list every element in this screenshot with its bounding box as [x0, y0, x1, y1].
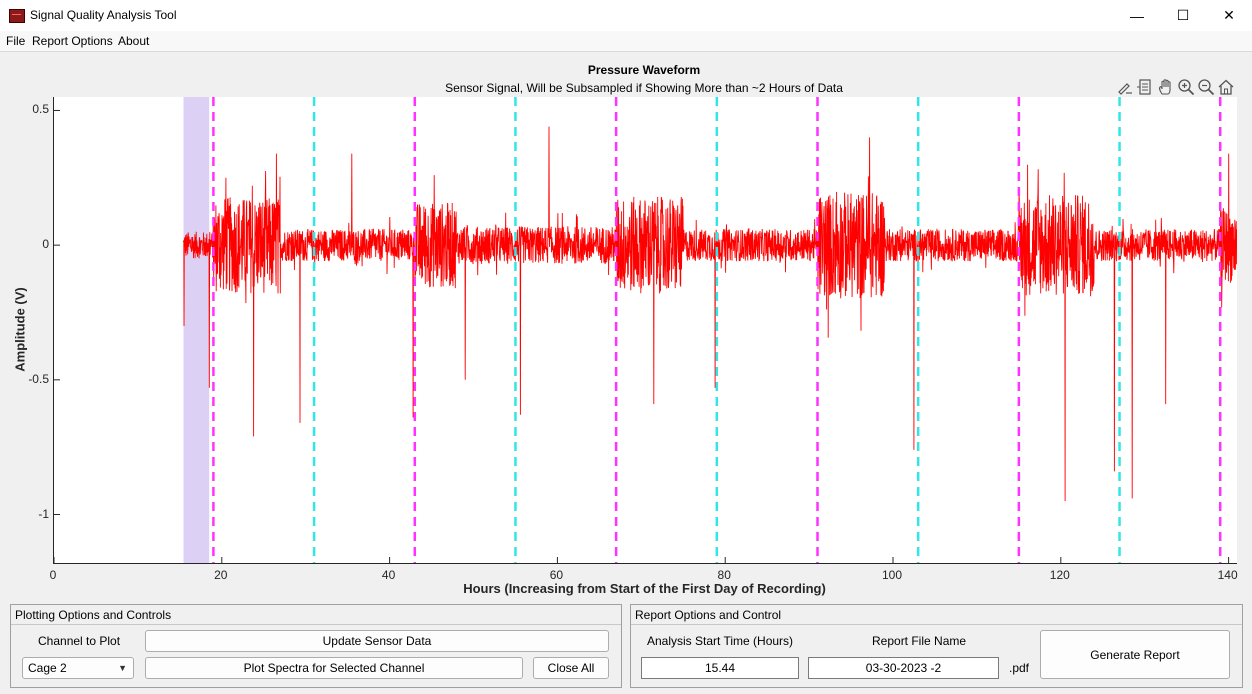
generate-report-button[interactable]: Generate Report: [1040, 630, 1230, 679]
x-tick-label: 120: [1049, 568, 1070, 582]
home-icon[interactable]: [1217, 78, 1235, 96]
y-axis-label: Amplitude (V): [12, 287, 28, 372]
waveform-plot: [54, 97, 1237, 563]
report-file-name-label: Report File Name: [872, 634, 967, 648]
window-title: Signal Quality Analysis Tool: [30, 8, 177, 22]
x-tick-label: 80: [717, 568, 731, 582]
channel-select[interactable]: Cage 2 ▼: [22, 657, 134, 679]
x-tick-label: 20: [214, 568, 228, 582]
analysis-start-input[interactable]: 15.44: [641, 657, 799, 679]
x-tick-label: 0: [49, 568, 57, 582]
y-tick-label: 0: [42, 237, 49, 252]
menu-about[interactable]: About: [118, 34, 150, 48]
minimize-button[interactable]: —: [1130, 7, 1144, 24]
close-all-button[interactable]: Close All: [533, 657, 609, 679]
x-axis-label: Hours (Increasing from Start of the Firs…: [463, 581, 826, 596]
x-tick-label: 60: [549, 568, 564, 582]
report-panel-title: Report Options and Control: [631, 605, 1242, 625]
menu-bar: File Report Options About: [0, 31, 1252, 52]
plot-subtitle: Sensor Signal, Will be Subsampled if Sho…: [445, 81, 843, 95]
y-tick-label: -1: [38, 506, 49, 521]
plot-title: Pressure Waveform: [587, 63, 701, 77]
waveform-axes[interactable]: [53, 97, 1237, 564]
zoom-out-icon[interactable]: [1197, 78, 1215, 96]
chevron-down-icon: ▼: [118, 663, 127, 673]
y-tick-label: -0.5: [28, 371, 49, 386]
x-tick-label: 140: [1217, 568, 1238, 582]
analysis-start-label: Analysis Start Time (Hours): [647, 634, 794, 648]
x-tick-label: 100: [881, 568, 903, 582]
update-sensor-data-button[interactable]: Update Sensor Data: [145, 630, 609, 652]
annotate-icon[interactable]: [1116, 78, 1134, 96]
data-tips-icon[interactable]: [1136, 78, 1154, 96]
plotting-panel-title: Plotting Options and Controls: [11, 605, 621, 625]
pdf-extension-label: .pdf: [1009, 661, 1030, 675]
signal-line: [182, 126, 1237, 502]
menu-report-options[interactable]: Report Options: [32, 34, 113, 48]
y-tick-label: 0.5: [32, 102, 49, 117]
report-file-name-input[interactable]: 03-30-2023 -2: [808, 657, 999, 679]
x-tick-label: 40: [381, 568, 396, 582]
menu-file[interactable]: File: [6, 34, 26, 48]
plotting-options-panel: Plotting Options and Controls Channel to…: [10, 604, 622, 688]
app-icon: [9, 9, 25, 23]
plot-spectra-button[interactable]: Plot Spectra for Selected Channel: [145, 657, 523, 679]
maximize-button[interactable]: ☐: [1176, 7, 1190, 23]
title-bar: Signal Quality Analysis Tool — ☐ ✕: [0, 0, 1252, 32]
pan-hand-icon[interactable]: [1157, 78, 1175, 96]
close-button[interactable]: ✕: [1223, 7, 1235, 23]
report-options-panel: Report Options and Control Analysis Star…: [630, 604, 1243, 688]
analysis-window-region: [183, 97, 210, 563]
zoom-in-icon[interactable]: [1177, 78, 1195, 96]
channel-label: Channel to Plot: [38, 634, 121, 648]
channel-select-value: Cage 2: [28, 661, 67, 675]
